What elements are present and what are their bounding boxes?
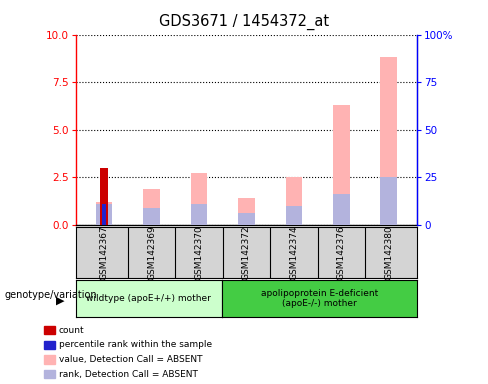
Text: percentile rank within the sample: percentile rank within the sample: [59, 340, 212, 349]
Bar: [381, 57, 397, 225]
Bar: [238, 213, 255, 225]
Text: GSM142370: GSM142370: [195, 225, 203, 280]
Text: GSM142367: GSM142367: [100, 225, 109, 280]
Bar: [102, 204, 106, 225]
Text: ▶: ▶: [56, 295, 64, 306]
Text: GDS3671 / 1454372_at: GDS3671 / 1454372_at: [159, 13, 329, 30]
Bar: [191, 204, 207, 225]
Text: value, Detection Call = ABSENT: value, Detection Call = ABSENT: [59, 355, 202, 364]
Text: apolipoprotein E-deficient
(apoE-/-) mother: apolipoprotein E-deficient (apoE-/-) mot…: [261, 289, 378, 308]
Bar: [143, 207, 160, 225]
Bar: [285, 206, 302, 225]
Bar: [333, 105, 349, 225]
Text: GSM142376: GSM142376: [337, 225, 346, 280]
Text: GSM142380: GSM142380: [384, 225, 393, 280]
Bar: [285, 177, 302, 225]
Bar: [101, 168, 108, 225]
Text: rank, Detection Call = ABSENT: rank, Detection Call = ABSENT: [59, 369, 198, 379]
Text: count: count: [59, 326, 84, 335]
Bar: [381, 177, 397, 225]
Bar: [238, 198, 255, 225]
Bar: [143, 189, 160, 225]
Text: GSM142372: GSM142372: [242, 225, 251, 280]
Bar: [96, 204, 112, 225]
Text: genotype/variation: genotype/variation: [5, 290, 98, 300]
Bar: [96, 202, 112, 225]
Text: GSM142374: GSM142374: [289, 225, 298, 280]
Text: wildtype (apoE+/+) mother: wildtype (apoE+/+) mother: [86, 294, 211, 303]
Bar: [191, 173, 207, 225]
Bar: [333, 194, 349, 225]
Text: GSM142369: GSM142369: [147, 225, 156, 280]
